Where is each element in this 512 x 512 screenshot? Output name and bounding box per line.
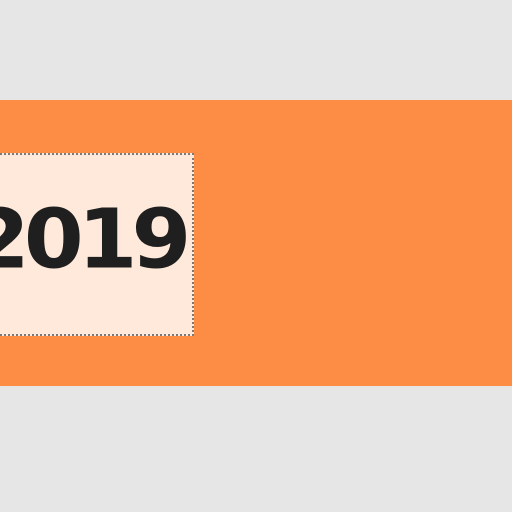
orange-banner: 2019 — [0, 100, 512, 386]
year-text: 2019 — [0, 192, 191, 288]
year-text-box[interactable]: 2019 — [0, 153, 194, 336]
